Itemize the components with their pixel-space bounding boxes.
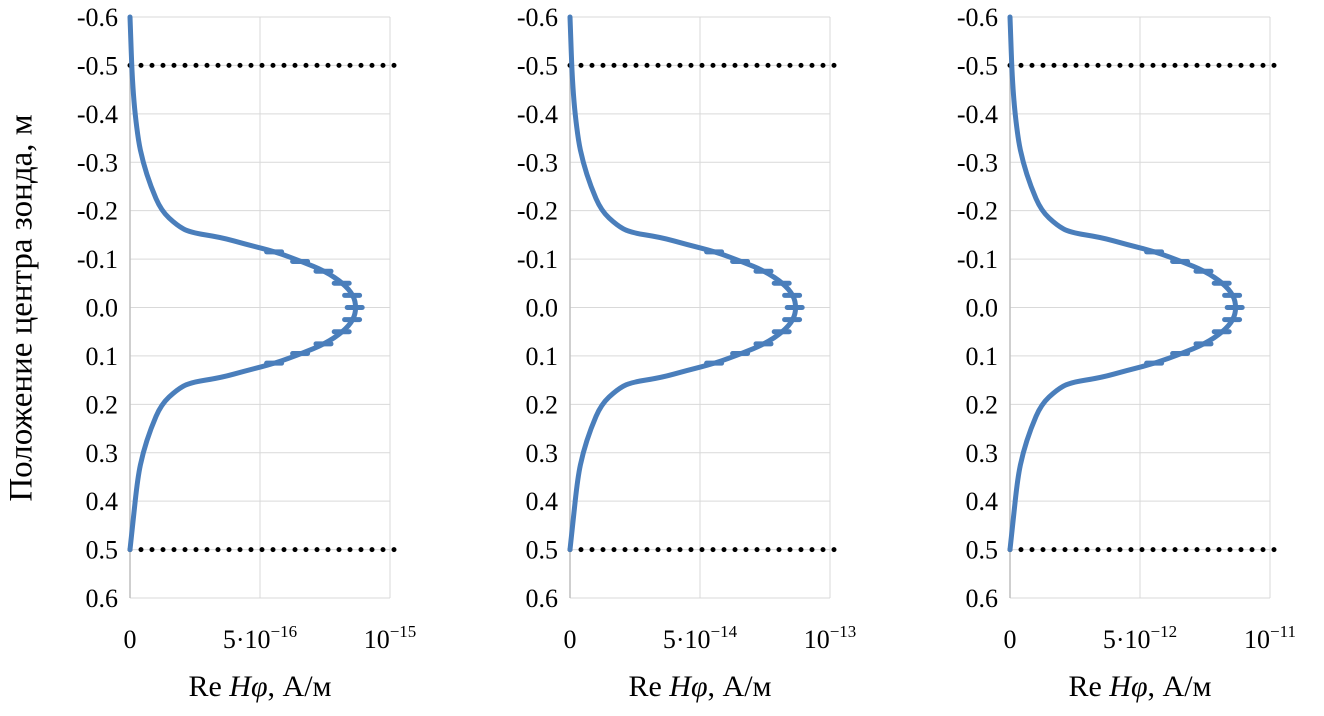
y-tick-label: -0.6 bbox=[77, 3, 118, 32]
y-tick-label: -0.4 bbox=[517, 100, 558, 129]
data-series-line bbox=[127, 14, 359, 553]
y-tick-label: 0.3 bbox=[526, 439, 559, 468]
data-series-line bbox=[1007, 14, 1239, 553]
chart-svg-1: -0.6 -0.5 -0.4 -0.3 -0.2 -0.1 0.0 0.1 0.2 0.3 0.4 0… bbox=[77, 3, 417, 654]
x-tick-label: 10−13 bbox=[804, 622, 857, 654]
x-tick-label: 0 bbox=[564, 625, 577, 654]
y-tick-label: 0.2 bbox=[966, 390, 999, 419]
y-tick-label: 0.1 bbox=[86, 342, 119, 371]
x-tick-label: 5·10−14 bbox=[663, 622, 738, 654]
y-tick-label: -0.1 bbox=[517, 245, 558, 274]
y-tick-label: 0.4 bbox=[526, 487, 559, 516]
y-tick-label: -0.3 bbox=[517, 148, 558, 177]
x-axis-title-prefix: Re bbox=[628, 670, 670, 703]
x-axis-title-prefix: Re bbox=[1068, 670, 1110, 703]
y-tick-label: -0.1 bbox=[77, 245, 118, 274]
y-tick-label: 0.3 bbox=[966, 439, 999, 468]
chart-svg-2: -0.6 -0.5 -0.4 -0.3 -0.2 -0.1 0.0 0.1 0.2 0.3 0.4 0… bbox=[517, 3, 857, 654]
y-tick-label: -0.5 bbox=[957, 51, 998, 80]
y-tick-label: -0.6 bbox=[957, 3, 998, 32]
x-axis-title-unit: , А/м bbox=[707, 670, 772, 703]
x-axis-title-unit: , А/м bbox=[267, 670, 332, 703]
y-tick-label: 0.5 bbox=[86, 536, 119, 565]
y-tick-label: 0.1 bbox=[966, 342, 999, 371]
x-tick-label: 10−11 bbox=[1244, 622, 1296, 654]
x-tick-label: 5·10−16 bbox=[223, 622, 297, 654]
x-tick-label: 0 bbox=[1004, 625, 1017, 654]
x-axis-title: Re Hφ, А/м bbox=[628, 670, 771, 704]
y-tick-label: 0.4 bbox=[966, 487, 999, 516]
y-tick-label: 0.1 bbox=[526, 342, 559, 371]
y-tick-label: -0.1 bbox=[957, 245, 998, 274]
y-tick-label: 0.4 bbox=[86, 487, 119, 516]
y-tick-label: -0.4 bbox=[957, 100, 998, 129]
y-tick-label: -0.5 bbox=[77, 51, 118, 80]
y-tick-label: -0.6 bbox=[517, 3, 558, 32]
data-series-line bbox=[567, 14, 799, 553]
y-tick-label: -0.3 bbox=[77, 148, 118, 177]
y-tick-label: -0.3 bbox=[957, 148, 998, 177]
y-tick-label: -0.4 bbox=[77, 100, 118, 129]
y-tick-label: 0.6 bbox=[86, 584, 119, 613]
x-axis-title: Re Hφ, А/м bbox=[1068, 670, 1211, 704]
y-tick-label: 0.2 bbox=[86, 390, 119, 419]
x-tick-label: 0 bbox=[124, 625, 137, 654]
chart-panel-3: -0.6 -0.5 -0.4 -0.3 -0.2 -0.1 0.0 0.1 0.2 0.3 0.4 0… bbox=[880, 0, 1320, 716]
chart-panel-1: -0.6 -0.5 -0.4 -0.3 -0.2 -0.1 0.0 0.1 0.2 0.3 0.4 0… bbox=[0, 0, 440, 716]
x-tick-label: 5·10−12 bbox=[1103, 622, 1177, 654]
y-tick-label: 0.6 bbox=[526, 584, 559, 613]
x-axis-title-symbol: Hφ bbox=[1109, 670, 1148, 703]
y-tick-label: 0.0 bbox=[966, 294, 999, 323]
x-axis-title-symbol: Hφ bbox=[669, 670, 708, 703]
x-axis-title-unit: , А/м bbox=[1147, 670, 1212, 703]
chart-panel-2: -0.6 -0.5 -0.4 -0.3 -0.2 -0.1 0.0 0.1 0.2 0.3 0.4 0… bbox=[440, 0, 880, 716]
x-axis-title-prefix: Re bbox=[188, 670, 230, 703]
x-axis-title-symbol: Hφ bbox=[229, 670, 268, 703]
y-tick-label: 0.0 bbox=[526, 294, 559, 323]
y-tick-label: 0.2 bbox=[526, 390, 559, 419]
y-tick-label: 0.5 bbox=[526, 536, 559, 565]
y-tick-label: -0.5 bbox=[517, 51, 558, 80]
x-axis-title: Re Hφ, А/м bbox=[188, 670, 331, 704]
chart-svg-3: -0.6 -0.5 -0.4 -0.3 -0.2 -0.1 0.0 0.1 0.2 0.3 0.4 0… bbox=[957, 3, 1296, 654]
y-tick-label: 0.3 bbox=[86, 439, 119, 468]
y-tick-label: -0.2 bbox=[957, 197, 998, 226]
y-tick-label: 0.0 bbox=[86, 294, 119, 323]
y-tick-label: -0.2 bbox=[77, 197, 118, 226]
x-tick-label: 10−15 bbox=[364, 622, 417, 654]
y-tick-label: 0.6 bbox=[966, 584, 999, 613]
y-tick-label: 0.5 bbox=[966, 536, 999, 565]
y-tick-label: -0.2 bbox=[517, 197, 558, 226]
